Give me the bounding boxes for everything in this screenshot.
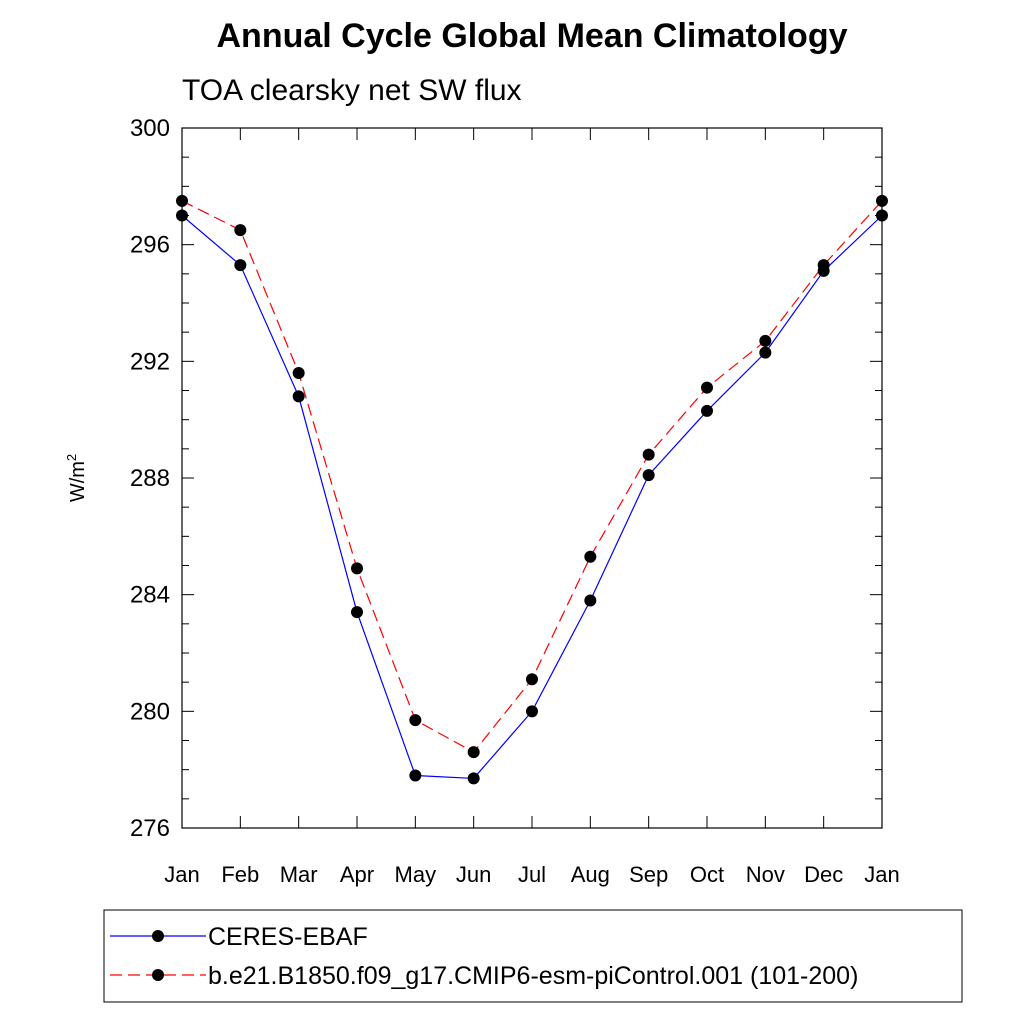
y-tick-label: 292 (130, 348, 170, 375)
series-1-point (526, 705, 538, 718)
x-tick-labels: Jan Feb Mar Apr May Jun Jul Aug Sep Oct Nov Dec Jan (164, 862, 899, 887)
plot-frame (181, 127, 883, 829)
plot-area (176, 127, 888, 829)
series-1-point (234, 259, 247, 272)
series-1-point (467, 772, 480, 785)
x-tick-label: Aug (571, 862, 610, 887)
series-2-point (584, 550, 597, 563)
series-2-point (409, 714, 422, 727)
x-tick-label: Nov (746, 862, 785, 887)
x-tick-label: Jan (864, 862, 899, 887)
series-2-point (759, 334, 772, 347)
series-1-point (292, 390, 305, 403)
y-tick-label: 300 (130, 115, 170, 142)
series-markers (176, 194, 888, 785)
series-2-point (176, 194, 188, 207)
legend: CERES-EBAF b.e21.B1850.f09_g17.CMIP6-esm-… (103, 909, 963, 1003)
y-tick-label: 280 (130, 698, 170, 725)
series-2-point (234, 224, 247, 237)
x-tick-label: Apr (340, 862, 374, 887)
x-tick-label: Sep (629, 862, 668, 887)
legend-marker-1 (152, 930, 164, 942)
y-axis-label-sup: 2 (64, 454, 79, 461)
x-tick-label: Jul (518, 862, 546, 887)
y-tick-labels: 276 280 284 288 292 296 300 (130, 115, 170, 842)
series-2-point (351, 562, 363, 575)
series-2-point (292, 367, 305, 379)
x-tick-label: Oct (690, 862, 724, 887)
chart-title: Annual Cycle Global Mean Climatology (217, 17, 848, 55)
series-2-point (467, 746, 480, 759)
series-2-point (701, 381, 713, 394)
x-tick-label: Mar (280, 862, 318, 887)
series-1-point (351, 606, 363, 619)
y-axis-label: W/m2 (64, 454, 89, 502)
x-tick-label: Dec (804, 862, 843, 887)
legend-label-1: CERES-EBAF (208, 923, 368, 951)
series-1-point (642, 469, 655, 482)
series-1-point (176, 209, 188, 222)
series-line-1 (181, 215, 883, 780)
x-tick-label: May (395, 862, 437, 887)
series-2-point (876, 194, 888, 207)
y-tick-label: 288 (130, 465, 170, 492)
y-tick-label: 296 (130, 232, 170, 259)
series-1-point (876, 209, 888, 222)
series-1-point (701, 404, 713, 417)
series-1-point (409, 769, 422, 782)
x-tick-label: Jan (164, 862, 199, 887)
y-tick-label: 284 (130, 582, 170, 609)
x-tick-label: Jun (456, 862, 491, 887)
legend-label-2: b.e21.B1850.f09_g17.CMIP6-esm-piControl.… (208, 962, 858, 990)
series-1-point (584, 594, 597, 607)
series-2-point (642, 448, 655, 461)
legend-items: CERES-EBAF b.e21.B1850.f09_g17.CMIP6-esm-… (110, 923, 858, 990)
chart-subtitle: TOA clearsky net SW flux (182, 74, 522, 107)
y-axis-label-base: W/m (67, 461, 89, 502)
series-2-point (526, 673, 538, 686)
axis-ticks (181, 127, 883, 829)
series-line-2 (181, 200, 883, 753)
legend-marker-2 (152, 969, 164, 981)
legend-box (103, 909, 963, 1003)
series-lines (181, 200, 883, 780)
y-tick-label: 276 (130, 815, 170, 842)
x-tick-label: Feb (221, 862, 259, 887)
series-2-point (817, 259, 830, 272)
series-1-point (759, 346, 772, 359)
